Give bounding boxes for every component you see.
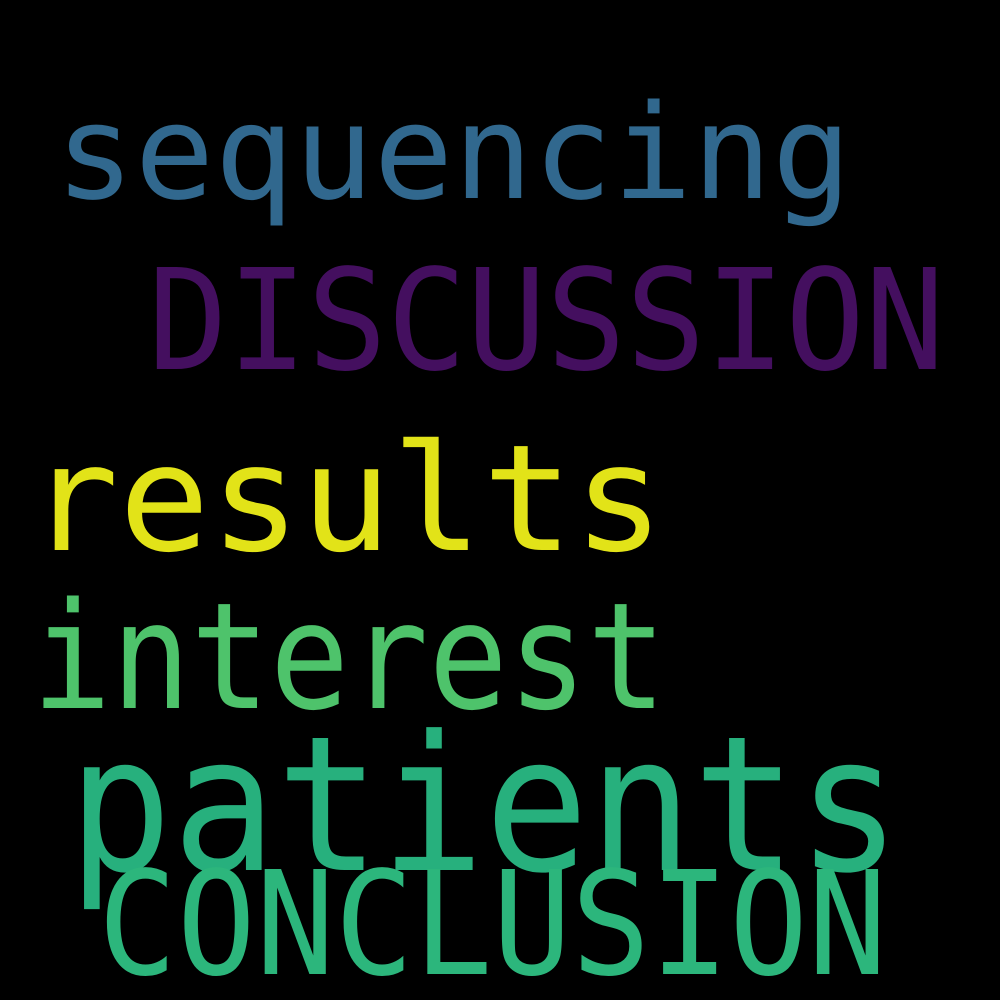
- word-sequencing: sequencing: [55, 76, 852, 229]
- word-conclusion: CONCLUSION: [98, 840, 887, 1000]
- word-results: results: [28, 413, 665, 585]
- word-discussion: DISCUSSION: [148, 240, 945, 403]
- word-interest: interest: [32, 571, 667, 743]
- word-patients: patients: [68, 696, 902, 915]
